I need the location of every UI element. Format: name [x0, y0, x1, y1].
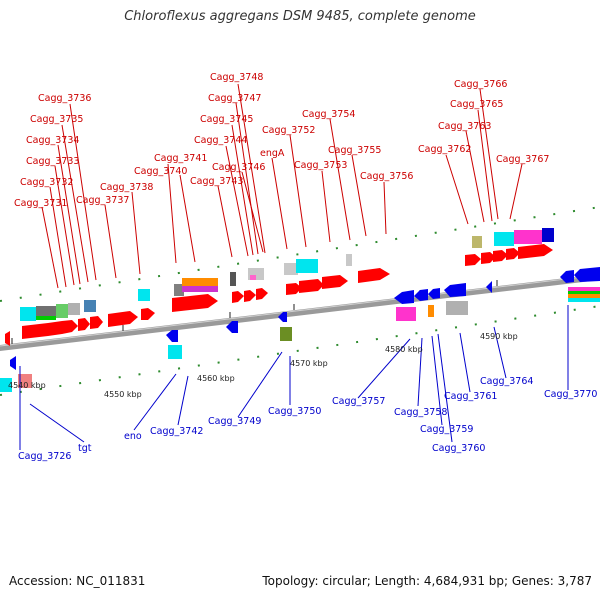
- gene-arrow: [506, 248, 520, 260]
- tick-label: 4550 kbp: [104, 390, 142, 399]
- guide-line: [0, 305, 600, 396]
- tick-label: 4580 kbp: [385, 345, 423, 354]
- gene-label: Cagg_3767: [496, 154, 549, 165]
- topology-text: Topology: circular; Length: 4,684,931 bp…: [262, 574, 592, 588]
- gene-label: Cagg_3766: [454, 79, 507, 90]
- gene-arrow: [78, 318, 90, 331]
- gene-arrow: [493, 250, 508, 262]
- gene-arrow: [465, 254, 481, 266]
- gene-label: Cagg_3733: [26, 156, 79, 167]
- forward-connectors: [41, 83, 523, 289]
- tick-label: 4540 kbp: [8, 381, 46, 390]
- reverse-genes: [10, 267, 600, 370]
- gene-arrow: [108, 311, 138, 327]
- gene-arrow: [358, 268, 390, 283]
- gene-label: Cagg_3738: [100, 182, 153, 193]
- forward-gene-labels: Cagg_3736 Cagg_3735 Cagg_3734 Cagg_3733 …: [14, 72, 549, 209]
- gene-label: Cagg_3756: [360, 171, 413, 182]
- gene-arrow: [22, 323, 56, 339]
- gene-label: Cagg_3754: [302, 109, 355, 120]
- gene-arrow: [232, 291, 244, 303]
- gene-arrow: [428, 288, 440, 299]
- accession-text: Accession: NC_011831: [9, 574, 146, 588]
- gene-label: Cagg_3731: [14, 198, 67, 209]
- gene-label: Cagg_3764: [480, 376, 533, 387]
- gene-label: Cagg_3736: [38, 93, 91, 104]
- gene-label: Cagg_3750: [268, 406, 321, 417]
- gene-label: engA: [260, 148, 285, 159]
- tick-label: 4570 kbp: [290, 359, 328, 368]
- gene-label: Cagg_3745: [200, 114, 253, 125]
- gene-arrow: [518, 244, 553, 259]
- gene-arrow: [10, 356, 16, 370]
- reverse-connectors: [19, 305, 569, 450]
- gene-label: Cagg_3741: [154, 153, 207, 164]
- gene-arrow: [394, 290, 414, 304]
- gene-label: Cagg_3726: [18, 451, 71, 462]
- gene-label: Cagg_3752: [262, 125, 315, 136]
- tick-labels: 4540 kbp 4550 kbp 4560 kbp 4570 kbp 4580…: [8, 332, 518, 399]
- gene-arrow: [90, 316, 103, 329]
- gene-label: Cagg_3763: [438, 121, 491, 132]
- gene-arrow: [141, 308, 155, 320]
- gene-label: Cagg_3762: [418, 144, 471, 155]
- gene-label: Cagg_3743: [190, 176, 243, 187]
- gene-arrow: [278, 312, 287, 322]
- gene-label: Cagg_3742: [150, 426, 203, 437]
- map-title: Chloroflexus aggregans DSM 9485, complet…: [124, 9, 476, 24]
- gene-label: Cagg_3760: [432, 443, 485, 454]
- gene-arrow: [560, 270, 574, 283]
- gene-arrow: [574, 267, 600, 282]
- gene-arrow: [172, 294, 218, 312]
- gene-label: Cagg_3732: [20, 177, 73, 188]
- guide-line: [0, 206, 600, 302]
- forward-genes: [5, 244, 553, 346]
- feature-bars-forward: [20, 228, 554, 321]
- tick-label: 4560 kbp: [197, 374, 235, 383]
- gene-label: Cagg_3758: [394, 407, 447, 418]
- gene-arrow: [486, 281, 492, 293]
- gene-arrow: [166, 330, 178, 342]
- gene-label: Cagg_3757: [332, 396, 385, 407]
- gene-label: Cagg_3761: [444, 391, 497, 402]
- gene-arrow: [226, 321, 238, 333]
- gene-label: eno: [124, 431, 142, 442]
- gene-arrow: [322, 275, 348, 289]
- gene-label: Cagg_3749: [208, 416, 261, 427]
- gene-arrow: [256, 288, 268, 300]
- gene-label: Cagg_3747: [208, 93, 261, 104]
- gene-label: Cagg_3755: [328, 145, 381, 156]
- gene-arrow: [444, 283, 466, 297]
- backbone-highlight: [0, 274, 600, 347]
- feature-bars-reverse: [0, 287, 600, 392]
- gene-label: Cagg_3735: [30, 114, 83, 125]
- tick-label: 4590 kbp: [480, 332, 518, 341]
- gene-label: Cagg_3748: [210, 72, 263, 83]
- gene-arrow: [481, 252, 496, 264]
- gene-label: Cagg_3770: [544, 389, 597, 400]
- gene-label: Cagg_3734: [26, 135, 79, 146]
- gene-arrow: [299, 279, 324, 293]
- gene-label: Cagg_3765: [450, 99, 503, 110]
- gene-label: Cagg_3759: [420, 424, 473, 435]
- gene-label: Cagg_3753: [294, 160, 347, 171]
- gene-label: Cagg_3744: [194, 135, 247, 146]
- gene-arrow: [62, 320, 78, 334]
- gene-arrow: [244, 290, 256, 302]
- reverse-gene-labels: Cagg_3726 tgt eno Cagg_3742 Cagg_3749 Ca…: [18, 376, 597, 462]
- gene-label: Cagg_3740: [134, 166, 187, 177]
- gene-arrow: [5, 331, 10, 346]
- gene-label: Cagg_3737: [76, 195, 129, 206]
- gene-label: Cagg_3746: [212, 162, 265, 173]
- gene-arrow: [414, 289, 428, 301]
- gene-arrow: [286, 283, 302, 295]
- gene-label: tgt: [78, 443, 92, 454]
